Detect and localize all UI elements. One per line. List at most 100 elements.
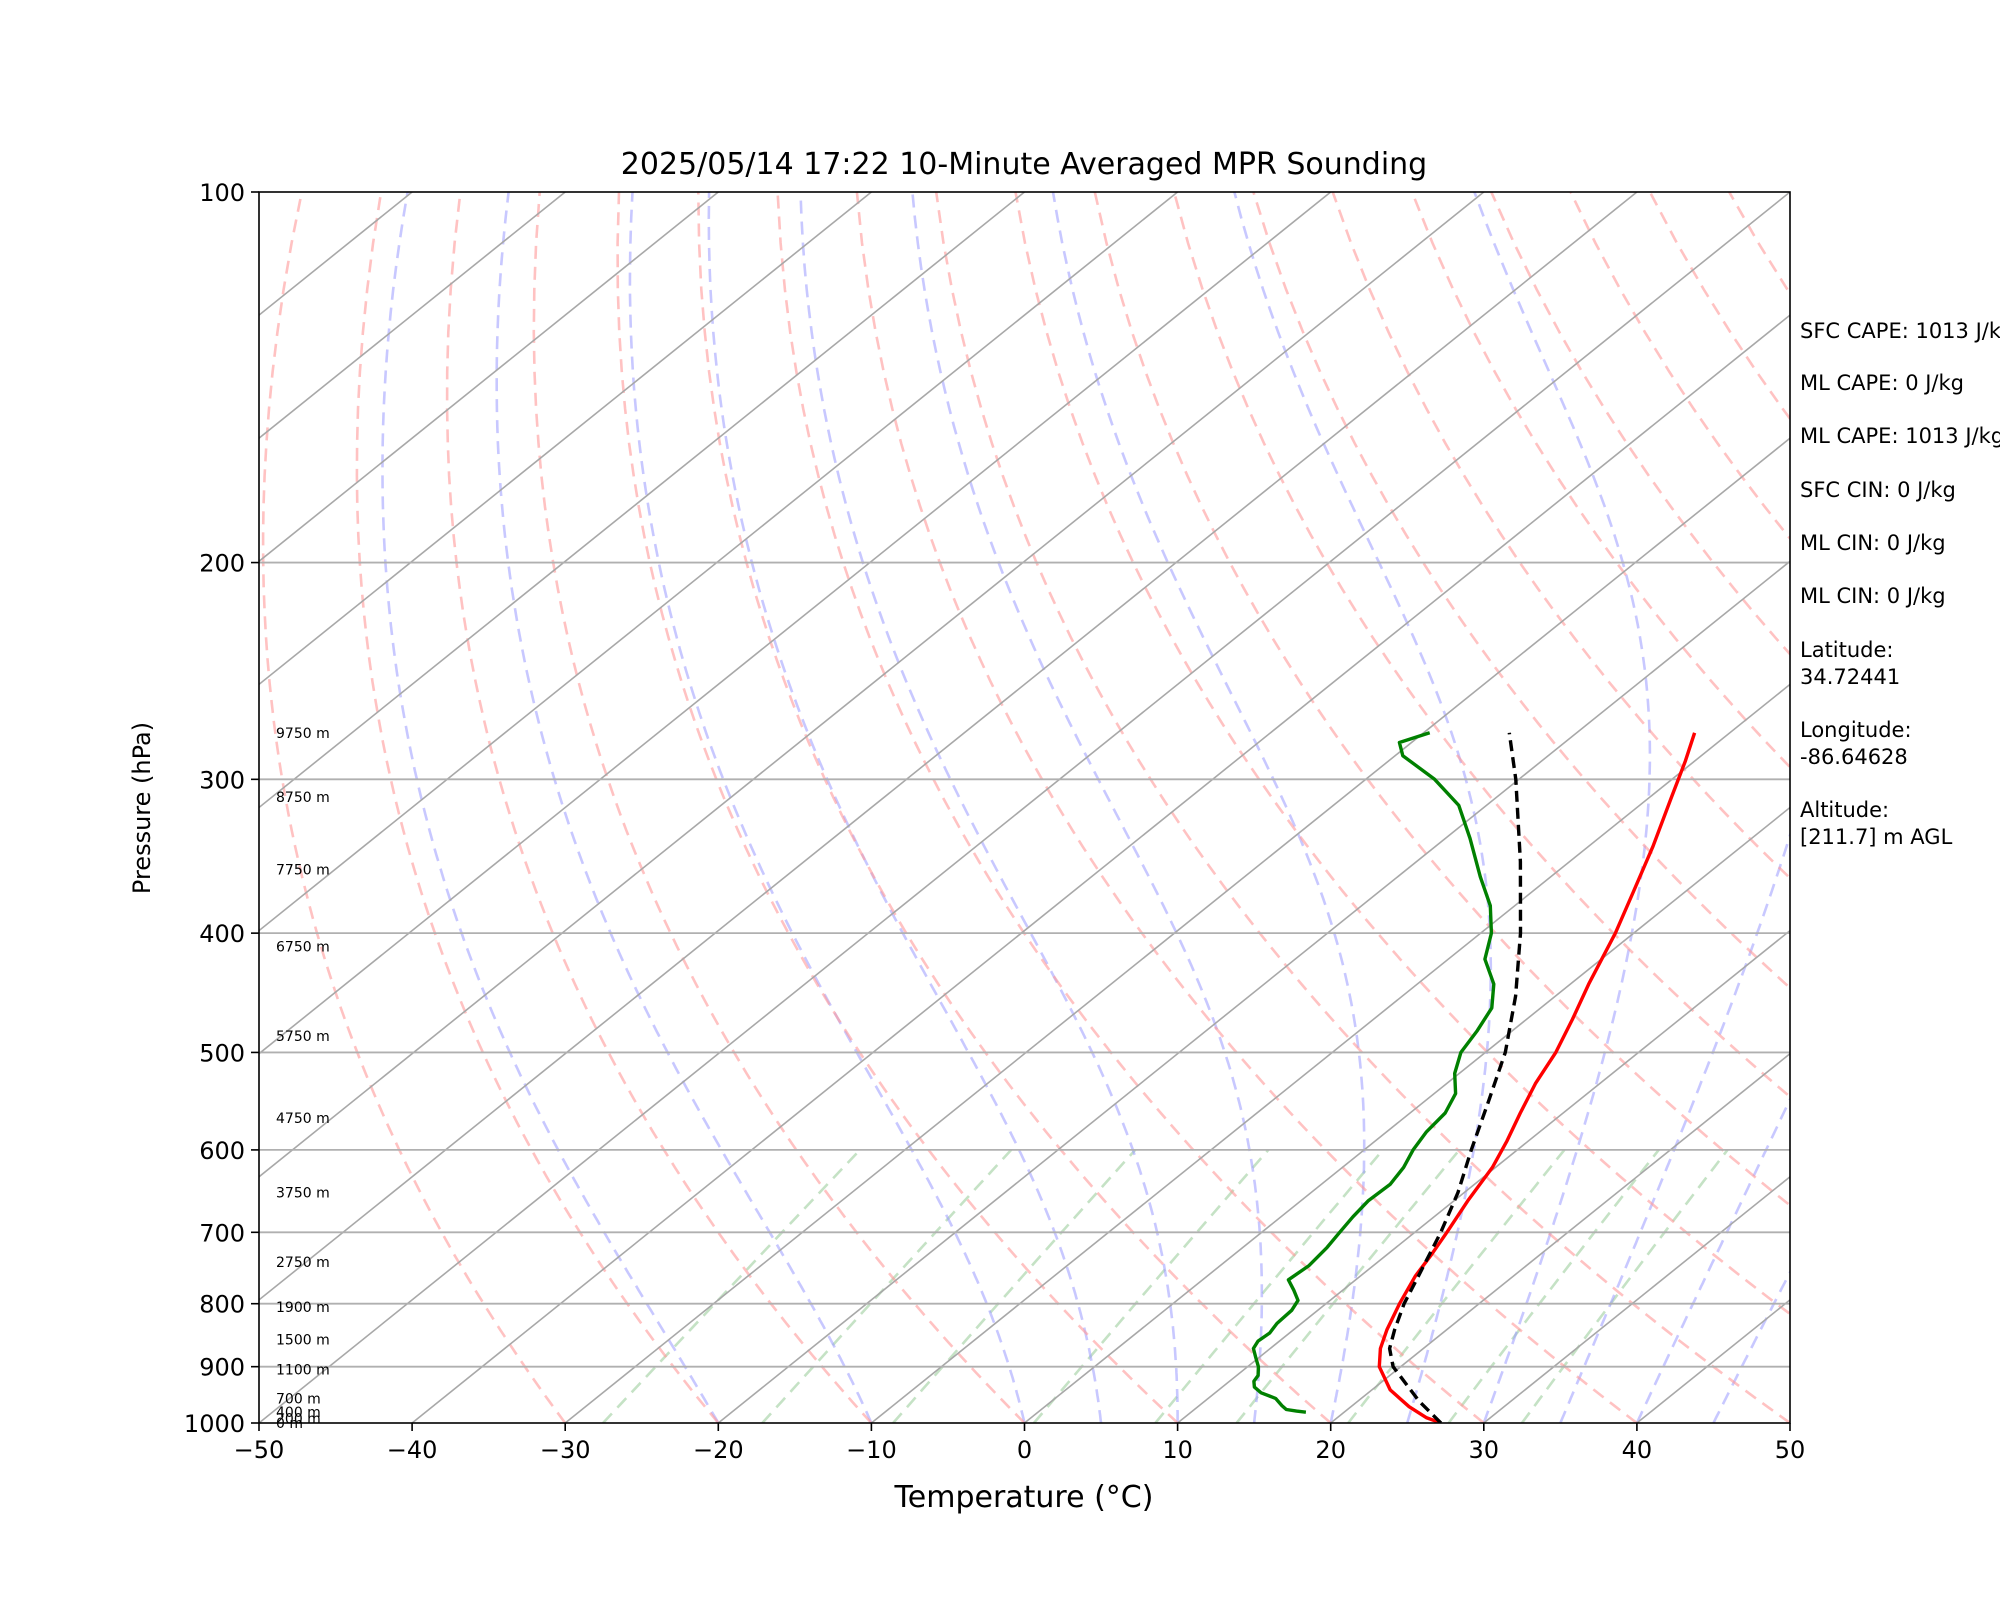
height-labels: 9750 m 8750 m 7750 m 6750 m 5750 m 4750 m 3750… — [276, 726, 330, 1432]
isotherm-10 — [1177, 929, 1790, 1423]
y-tick-label: 900 — [199, 1354, 245, 1382]
x-axis-ticks: −50 −40 −30 −20 −10 0 10 20 30 40 50 — [234, 1423, 1806, 1464]
ml-cape-text: ML CAPE: 0 J/kg — [1800, 371, 1964, 395]
dry-adiabat — [1014, 192, 1790, 1316]
parcel-profile — [1387, 732, 1523, 1423]
ml-cape-text-2: ML CAPE: 1013 J/kg — [1800, 424, 2000, 448]
dry-adiabat — [616, 192, 1179, 1423]
chart-title: 2025/05/14 17:22 10-Minute Averaged MPR … — [621, 147, 1427, 182]
height-label: 1900 m — [276, 1300, 330, 1316]
y-tick-label: 300 — [199, 766, 245, 794]
temperature-profile — [1377, 732, 1697, 1423]
moist-adiabat — [799, 192, 1179, 1423]
x-tick-label: −30 — [540, 1436, 591, 1464]
isotherm-0 — [1023, 806, 1790, 1423]
height-label: 6750 m — [276, 939, 330, 955]
height-label: 400 m — [276, 1405, 321, 1421]
x-tick-label: 30 — [1469, 1436, 1500, 1464]
altitude-value: [211.7] m AGL — [1800, 825, 1953, 849]
y-tick-label: 800 — [199, 1291, 245, 1319]
altitude-label: Altitude: — [1800, 798, 1889, 822]
skewed-isotherms — [259, 192, 1790, 1423]
height-label: 5750 m — [276, 1029, 330, 1045]
moist-adiabats — [381, 192, 1790, 1423]
sfc-cin-text: SFC CIN: 0 J/kg — [1800, 478, 1956, 502]
y-tick-label: 500 — [199, 1039, 245, 1067]
dry-adiabat — [1093, 192, 1790, 1207]
moist-adiabat — [911, 192, 1264, 1423]
y-tick-label: 1000 — [184, 1410, 245, 1438]
latitude-value: 34.72441 — [1800, 665, 1900, 689]
y-tick-label: 400 — [199, 920, 245, 948]
moist-adiabat — [381, 192, 720, 1423]
x-tick-label: 50 — [1775, 1436, 1806, 1464]
isotherm--20 — [717, 560, 1790, 1423]
y-tick-label: 100 — [199, 179, 245, 207]
x-tick-label: 40 — [1622, 1436, 1653, 1464]
isotherm--90 — [259, 192, 1179, 932]
height-label: 1100 m — [276, 1363, 330, 1379]
height-label: 2750 m — [276, 1255, 330, 1271]
y-axis-ticks: 100 200 300 400 500 600 700 800 900 1000 — [184, 179, 259, 1438]
x-axis-label: Temperature (°C) — [894, 1480, 1154, 1515]
dry-adiabat — [1331, 192, 1790, 880]
x-tick-label: 0 — [1017, 1436, 1032, 1464]
y-tick-label: 200 — [199, 550, 245, 578]
isotherm--10 — [870, 683, 1790, 1423]
y-axis-label: Pressure (hPa) — [128, 722, 156, 894]
height-label: 8750 m — [276, 790, 330, 806]
moist-adiabat — [707, 192, 1103, 1423]
moist-adiabat — [1473, 192, 1652, 1423]
isotherm--110 — [259, 192, 872, 686]
dewpoint-profile — [1251, 731, 1496, 1414]
mixing-ratio-line — [602, 1149, 861, 1423]
dry-adiabat — [776, 192, 1485, 1423]
isotherm--60 — [259, 192, 1638, 1301]
height-label: 0 m — [276, 1416, 303, 1432]
sounding-profiles — [1251, 731, 1697, 1423]
moist-adiabat — [1635, 1096, 1790, 1423]
dry-adiabat — [355, 192, 720, 1423]
mixing-ratio-line — [761, 1149, 1013, 1423]
x-tick-label: 10 — [1162, 1436, 1193, 1464]
sfc-cape-text: SFC CAPE: 1013 J/kg — [1800, 319, 2000, 343]
x-tick-label: −40 — [387, 1436, 438, 1464]
isotherm--50 — [259, 192, 1790, 1423]
x-tick-label: −10 — [846, 1436, 897, 1464]
latitude-label: Latitude: — [1800, 638, 1894, 662]
isotherm--40 — [411, 314, 1790, 1423]
height-label: 9750 m — [276, 726, 330, 742]
height-label: 7750 m — [276, 862, 330, 878]
isotherm--130 — [259, 192, 566, 440]
dry-adiabat — [445, 192, 873, 1423]
moist-adiabat — [1233, 192, 1493, 1423]
dry-adiabat — [261, 192, 567, 1423]
y-tick-label: 600 — [199, 1137, 245, 1165]
dry-adiabat — [855, 192, 1638, 1423]
x-tick-label: 20 — [1315, 1436, 1346, 1464]
moist-adiabat — [1559, 192, 1790, 1423]
ml-cin-text-2: ML CIN: 0 J/kg — [1800, 584, 1946, 608]
parameter-panel: SFC CAPE: 1013 J/kg ML CAPE: 0 J/kg ML C… — [1800, 319, 2000, 849]
x-tick-label: −50 — [234, 1436, 285, 1464]
isotherm-30 — [1483, 1175, 1790, 1423]
longitude-value: -86.64628 — [1800, 745, 1908, 769]
moist-adiabat — [1051, 192, 1366, 1423]
height-label: 1500 m — [276, 1332, 330, 1348]
ml-cin-text: ML CIN: 0 J/kg — [1800, 531, 1946, 555]
height-label: 3750 m — [276, 1186, 330, 1202]
isotherm--80 — [259, 192, 1332, 1055]
dry-adiabat — [1410, 192, 1790, 769]
moist-adiabat — [628, 192, 1026, 1423]
height-label: 700 m — [276, 1391, 321, 1407]
dry-adiabats — [261, 192, 1790, 1423]
isotherm-20 — [1330, 1052, 1790, 1423]
dry-adiabat — [697, 192, 1332, 1423]
y-tick-label: 700 — [199, 1219, 245, 1247]
isotherm--70 — [259, 192, 1485, 1178]
height-label: 4750 m — [276, 1111, 330, 1127]
isobars — [259, 561, 1790, 1368]
isotherm--100 — [259, 192, 1026, 809]
